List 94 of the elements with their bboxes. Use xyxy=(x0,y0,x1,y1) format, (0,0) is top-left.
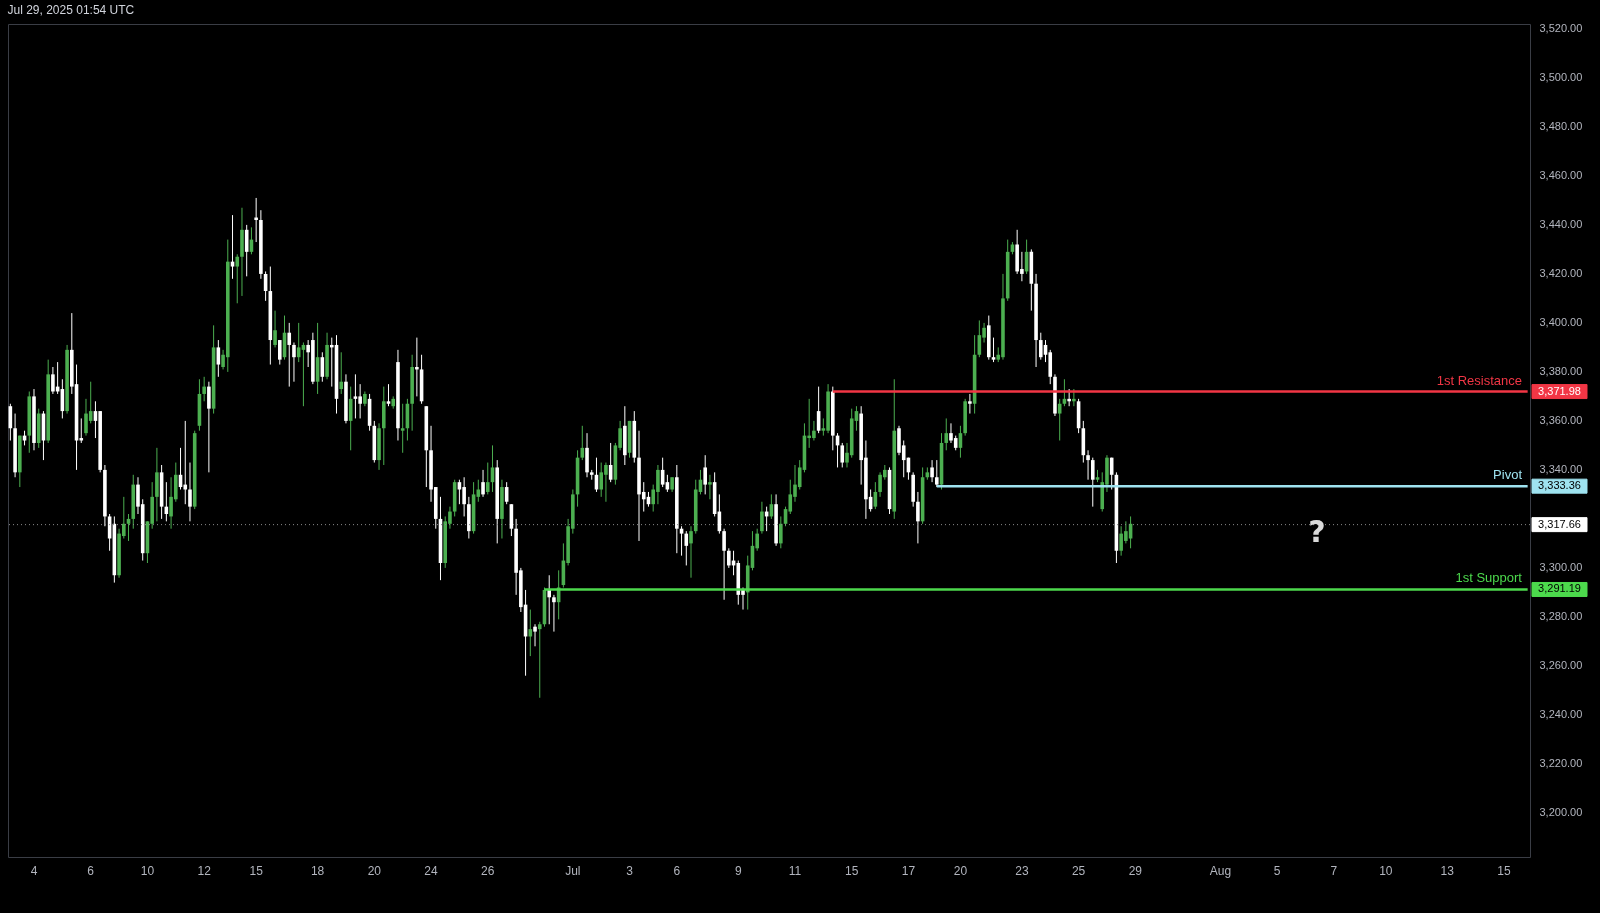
x-tick-label: 5 xyxy=(1273,863,1281,878)
candlestick xyxy=(528,609,533,657)
x-tick-label: 10 xyxy=(1379,863,1393,878)
data-label: 3,333.36 xyxy=(1538,479,1581,492)
x-tick-label: 6 xyxy=(673,863,681,878)
ref-line-label: 3,317.66 xyxy=(1538,517,1581,530)
candlestick xyxy=(277,339,282,366)
candlestick xyxy=(188,462,192,522)
x-tick-label: 13 xyxy=(1440,863,1455,878)
candlestick xyxy=(708,474,712,500)
candlestick xyxy=(207,381,211,473)
x-tick-label: 23 xyxy=(1015,863,1029,878)
chart-title: Jul 29, 2025 01:54 UTC xyxy=(7,2,135,17)
x-tick-label: 15 xyxy=(845,863,859,878)
series-label: Pivot xyxy=(1493,467,1523,483)
x-tick-label: 11 xyxy=(788,863,802,878)
candlestick xyxy=(1038,332,1043,361)
y-tick-label: 3,500.00 xyxy=(1539,71,1583,84)
candlestick xyxy=(457,479,462,505)
x-tick-label: 17 xyxy=(901,863,916,878)
candlestick xyxy=(930,459,934,483)
series-label: 1st Resistance xyxy=(1436,372,1522,388)
candlestick xyxy=(944,417,949,451)
y-tick-label: 3,520.00 xyxy=(1539,22,1583,35)
candlestick xyxy=(339,351,344,395)
y-tick-label: 3,280.00 xyxy=(1539,610,1583,623)
candlestick xyxy=(287,322,292,388)
y-tick-label: 3,340.00 xyxy=(1539,463,1583,476)
candlestick xyxy=(537,621,542,699)
x-tick-label: 10 xyxy=(140,863,155,878)
x-tick-label: Aug xyxy=(1209,863,1232,878)
candlestick xyxy=(916,491,920,544)
candlestick xyxy=(273,310,277,348)
candlestick xyxy=(1090,457,1095,508)
candlestick xyxy=(840,442,845,468)
x-tick-label: Jul xyxy=(565,863,581,878)
candlestick xyxy=(684,530,689,566)
candlestick xyxy=(292,342,296,383)
annotation: ? xyxy=(1308,513,1326,549)
x-tick-label: 15 xyxy=(249,863,264,878)
x-tick-label: 12 xyxy=(197,863,212,878)
candlestick xyxy=(727,547,731,569)
candlestick xyxy=(533,623,537,647)
x-tick-label: 24 xyxy=(424,863,439,878)
candlestick xyxy=(183,420,188,505)
x-tick-label: 15 xyxy=(1497,863,1511,878)
candlestick xyxy=(991,337,996,363)
candlestick xyxy=(1086,449,1090,481)
candlestick xyxy=(552,594,556,633)
x-tick-label: 4 xyxy=(30,863,38,878)
candlestick xyxy=(722,528,726,601)
x-tick-label: 18 xyxy=(310,863,325,878)
x-tick-label: 6 xyxy=(87,863,95,878)
candlestick xyxy=(481,469,485,498)
y-tick-label: 3,480.00 xyxy=(1539,120,1583,133)
y-tick-label: 3,380.00 xyxy=(1539,365,1583,378)
data-label: 3,371.98 xyxy=(1538,384,1581,397)
x-tick-label: 20 xyxy=(953,863,968,878)
y-tick-label: 3,400.00 xyxy=(1539,316,1583,329)
candlestick xyxy=(935,459,939,488)
y-tick-label: 3,420.00 xyxy=(1539,267,1583,280)
y-tick-label: 3,440.00 xyxy=(1539,218,1583,231)
candlestick xyxy=(485,462,490,495)
x-tick-label: 9 xyxy=(734,863,742,878)
data-label: 3,291.19 xyxy=(1538,582,1581,595)
candlestick xyxy=(779,515,783,549)
x-tick-label: 3 xyxy=(626,863,634,878)
candlestick xyxy=(760,501,764,535)
y-tick-label: 3,200.00 xyxy=(1539,806,1583,819)
candlestick xyxy=(386,383,391,407)
series-label: 1st Support xyxy=(1455,570,1523,586)
candlestick xyxy=(547,574,552,625)
x-tick-label: 29 xyxy=(1128,863,1143,878)
candlestick xyxy=(968,393,972,415)
y-tick-label: 3,240.00 xyxy=(1539,708,1583,721)
y-tick-label: 3,360.00 xyxy=(1539,414,1583,427)
candlestick xyxy=(400,403,405,454)
x-tick-label: 20 xyxy=(367,863,382,878)
candlestick xyxy=(580,425,585,461)
candlestick xyxy=(689,525,693,579)
y-tick-label: 3,300.00 xyxy=(1539,561,1583,574)
x-tick-label: 7 xyxy=(1330,863,1338,878)
candlestick xyxy=(462,476,466,517)
candlestick xyxy=(358,383,362,419)
y-tick-label: 3,460.00 xyxy=(1539,169,1583,182)
x-tick-label: 25 xyxy=(1071,863,1086,878)
y-tick-label: 3,220.00 xyxy=(1539,757,1583,770)
candlestick xyxy=(703,454,707,495)
x-tick-label: 26 xyxy=(481,863,495,878)
candlestick xyxy=(51,366,55,395)
candlestick xyxy=(235,253,240,304)
candlestick xyxy=(202,376,206,402)
candlestick xyxy=(353,373,358,419)
y-tick-label: 3,260.00 xyxy=(1539,659,1583,672)
